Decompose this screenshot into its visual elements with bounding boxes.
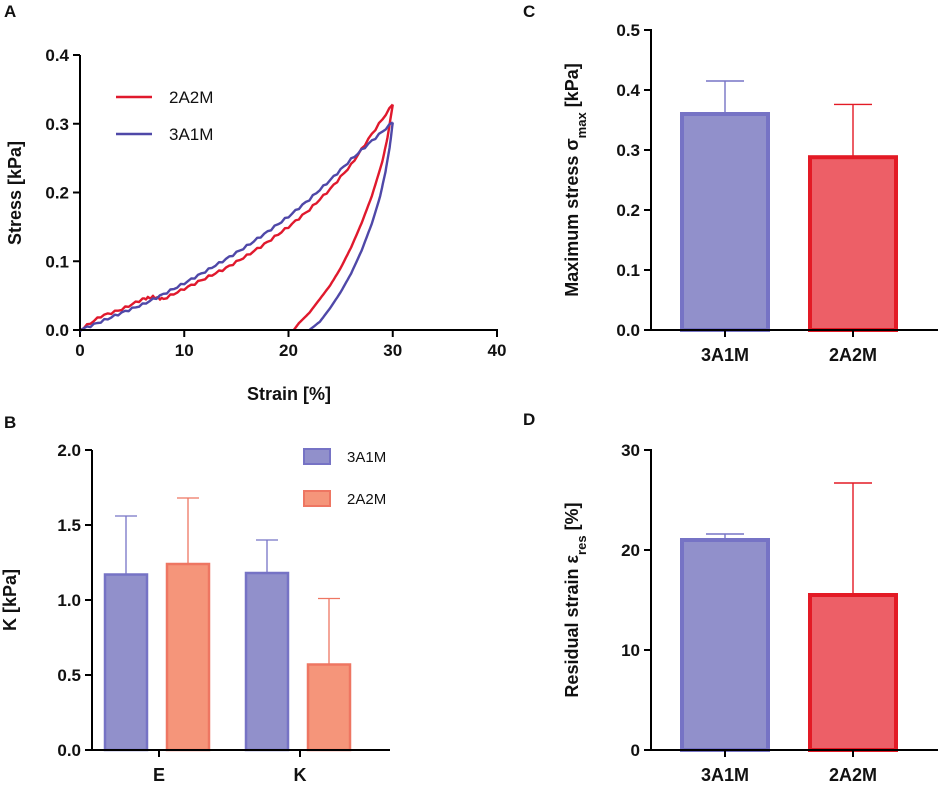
panel-c-ytick-label: 0.2 bbox=[616, 201, 640, 220]
panel-b-ytick-label: 0.0 bbox=[57, 741, 81, 760]
panel-a-line-2a2m-unloading bbox=[292, 104, 394, 331]
panel-d-ytick-label: 20 bbox=[621, 541, 640, 560]
panel-c-xtick-label-2a2m: 2A2M bbox=[829, 345, 877, 365]
panel-b-bar-e-2a2m bbox=[165, 562, 211, 752]
panel-a-letter: A bbox=[4, 2, 16, 21]
panel-a-xlabel: Strain [%] bbox=[247, 384, 331, 404]
panel-c-ylabel-unit: [kPa] bbox=[562, 63, 582, 112]
panel-c-ytick-label: 0.0 bbox=[616, 321, 640, 340]
panel-a-legend-label-3a1m: 3A1M bbox=[169, 125, 213, 144]
panel-b-bar-k-2a2m bbox=[306, 663, 352, 752]
panel-b-legend-swatch-3a1m bbox=[303, 448, 331, 465]
panel-c-ylabel-main: Maximum stress σ bbox=[562, 138, 582, 296]
panel-a-stress-strain: A Stress [kPa] Strain [%] 0.0 0.1 0.2 0.3 0.… bbox=[4, 2, 506, 404]
panel-a-line-3a1m-unloading bbox=[308, 122, 394, 331]
panel-b-ytick-label: 0.5 bbox=[57, 666, 81, 685]
panel-c-ylabel-sub: max bbox=[574, 112, 589, 139]
panel-a-xtick-label: 40 bbox=[488, 341, 507, 360]
panel-a-xtick-label: 0 bbox=[75, 341, 84, 360]
panel-a-ytick-label: 0.0 bbox=[45, 321, 69, 340]
panel-b-bar-k-3a1m bbox=[244, 571, 290, 752]
panel-a-ytick-label: 0.3 bbox=[45, 115, 69, 134]
panel-a-xtick-label: 20 bbox=[279, 341, 298, 360]
panel-d-letter: D bbox=[523, 410, 535, 429]
panel-d-xtick-label-3a1m: 3A1M bbox=[701, 765, 749, 785]
panel-b-moduli: B K [kPa] 0.0 0.5 1.0 1.5 2.0 E K 3A1M 2A2M bbox=[0, 413, 390, 785]
panel-b-ytick-label: 1.5 bbox=[57, 516, 81, 535]
panel-a-ylabel: Stress [kPa] bbox=[5, 141, 25, 245]
panel-b-letter: B bbox=[4, 413, 16, 432]
panel-b-ytick-label: 2.0 bbox=[57, 441, 81, 460]
panel-c-bar-3a1m bbox=[680, 112, 770, 332]
panel-c-ytick-label: 0.5 bbox=[616, 21, 640, 40]
panel-c-ylabel: Maximum stress σmax [kPa] bbox=[562, 63, 589, 296]
panel-d-ytick-label: 0 bbox=[631, 741, 640, 760]
panel-b-xtick-label-k: K bbox=[294, 765, 307, 785]
panel-d-ylabel-sub: res bbox=[574, 535, 589, 555]
panel-d-ylabel-unit: [%] bbox=[562, 502, 582, 535]
panel-c-ytick-label: 0.1 bbox=[616, 261, 640, 280]
panel-d-ylabel: Residual strain εres [%] bbox=[562, 502, 589, 697]
panel-a-line-3a1m-loading bbox=[79, 121, 394, 332]
panel-d-bar-2a2m bbox=[808, 593, 898, 752]
panel-d-residual-strain: D Residual strain εres [%] 0 10 20 30 3A1M 2A… bbox=[523, 410, 938, 785]
panel-d-ylabel-main: Residual strain ε bbox=[562, 555, 582, 698]
panel-b-legend-label-3a1m: 3A1M bbox=[347, 449, 386, 466]
panel-c-ytick-label: 0.3 bbox=[616, 141, 640, 160]
panel-c-letter: C bbox=[523, 2, 535, 21]
panel-b-ytick-label: 1.0 bbox=[57, 591, 81, 610]
panel-a-xtick-label: 30 bbox=[383, 341, 402, 360]
panel-d-ytick-label: 30 bbox=[621, 441, 640, 460]
panel-b-xtick-label-e: E bbox=[153, 765, 165, 785]
panel-a-xtick-label: 10 bbox=[175, 341, 194, 360]
panel-a-line-2a2m-loading bbox=[79, 103, 394, 332]
panel-a-ytick-label: 0.1 bbox=[45, 252, 69, 271]
panel-d-ytick-label: 10 bbox=[621, 641, 640, 660]
panel-c-xtick-label-3a1m: 3A1M bbox=[701, 345, 749, 365]
panel-b-legend-label-2a2m: 2A2M bbox=[347, 491, 386, 508]
panel-b-bar-e-3a1m bbox=[103, 573, 149, 752]
panel-c-ytick-label: 0.4 bbox=[616, 81, 640, 100]
panel-c-bar-2a2m bbox=[808, 155, 898, 332]
panel-d-xtick-label-2a2m: 2A2M bbox=[829, 765, 877, 785]
panel-a-ytick-label: 0.2 bbox=[45, 184, 69, 203]
panel-a-legend-label-2a2m: 2A2M bbox=[169, 88, 213, 107]
panel-b-legend-swatch-2a2m bbox=[303, 490, 331, 507]
panel-d-bar-3a1m bbox=[680, 538, 770, 752]
panel-c-max-stress: C Maximum stress σmax [kPa] 0.0 0.1 0.2 0.3… bbox=[523, 2, 938, 365]
panel-b-ylabel: K [kPa] bbox=[0, 569, 20, 631]
panel-a-ytick-label: 0.4 bbox=[45, 46, 69, 65]
